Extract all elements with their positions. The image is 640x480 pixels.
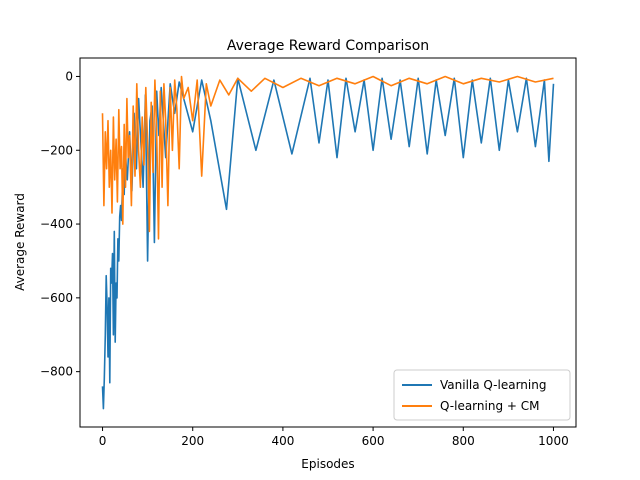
plot-area (101, 75, 555, 410)
series-line-2 (101, 75, 554, 240)
x-axis-label: Episodes (301, 457, 354, 471)
y-tick-label: −600 (40, 291, 73, 305)
y-axis: 0 −200 −400 −600 −800 (40, 69, 80, 379)
y-tick-label: −400 (40, 217, 73, 231)
x-tick-label: 600 (362, 434, 385, 448)
y-tick-label: −800 (40, 365, 73, 379)
axes-frame (79, 57, 577, 428)
x-tick-label: 200 (181, 434, 204, 448)
x-tick-label: 0 (99, 434, 107, 448)
legend: Vanilla Q-learning Q-learning + CM (393, 369, 571, 421)
y-tick-label: 0 (65, 69, 73, 83)
x-axis: 0 200 400 600 800 1000 (99, 427, 569, 448)
x-tick-label: 800 (452, 434, 475, 448)
x-tick-label: 1000 (538, 434, 569, 448)
legend-frame (393, 369, 571, 421)
chart-title: Average Reward Comparison (227, 38, 429, 54)
legend-label-cm: Q-learning + CM (440, 399, 539, 413)
y-tick-label: −200 (40, 143, 73, 157)
y-axis-label: Average Reward (13, 193, 27, 291)
legend-label-vanilla: Vanilla Q-learning (440, 378, 546, 392)
x-tick-label: 400 (271, 434, 294, 448)
